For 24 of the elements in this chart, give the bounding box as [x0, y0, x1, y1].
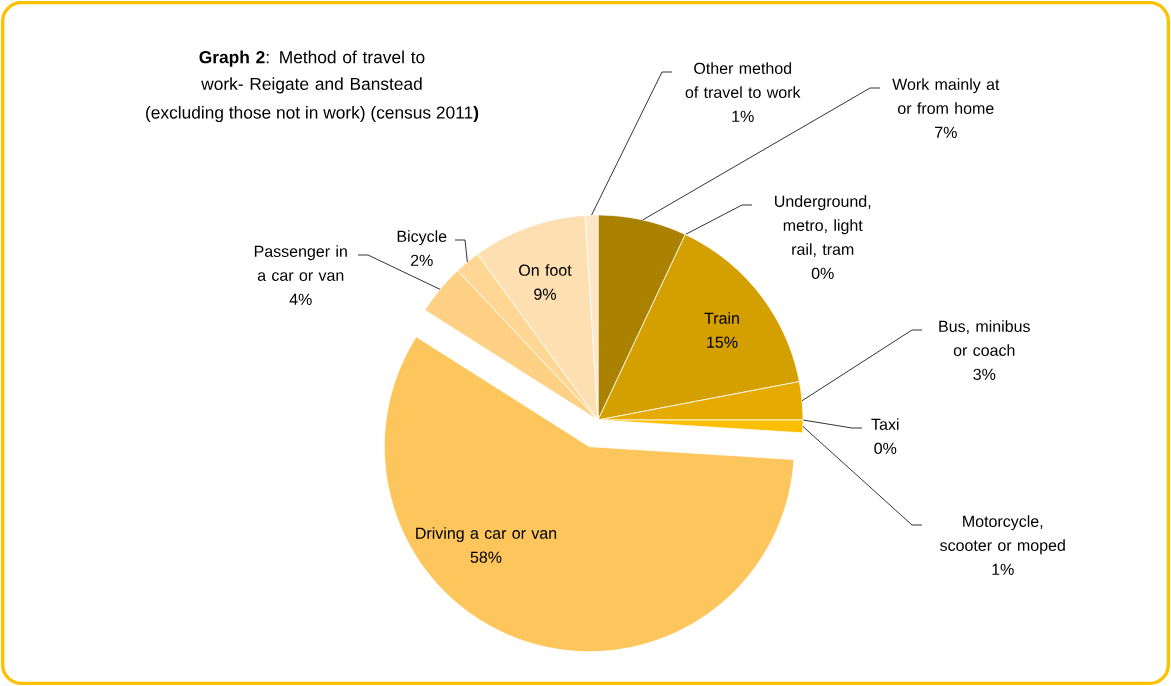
slice-label: Other method of travel to work [685, 62, 801, 99]
data-label: 4% [289, 293, 312, 305]
data-label: 7% [935, 126, 957, 138]
slice-label: Train [704, 312, 739, 324]
data-label: 1% [992, 563, 1014, 575]
data-label: 3% [973, 368, 996, 381]
legend-label: Taxi [871, 418, 899, 431]
slice-label: Bicycle [397, 230, 447, 246]
data-label: 9% [534, 288, 556, 300]
text: 0% [811, 267, 834, 280]
data-label: 1% [732, 110, 754, 122]
slice-label: On foot [519, 264, 572, 276]
text: (excluding those not in work) (census 2011) [146, 105, 479, 123]
slice-label: Motorcycle, scooter or moped [940, 515, 1065, 555]
slice-label: Driving a car or van [416, 527, 557, 543]
chart-title: Graph 2: Method of travel to work- Reigate and Banstead [199, 50, 425, 94]
data-label: 15% [707, 336, 738, 348]
slice-label: Work mainly at or from home [892, 78, 1000, 115]
legend-label: Underground, metro, light rail, tram [775, 195, 871, 257]
text: 0% [874, 442, 897, 455]
data-label: 58% [470, 551, 502, 563]
slice-label: Bus, minibus or coach [939, 320, 1030, 357]
slice-label: Passenger in a car or van [254, 245, 347, 282]
data-label: 2% [410, 254, 433, 266]
